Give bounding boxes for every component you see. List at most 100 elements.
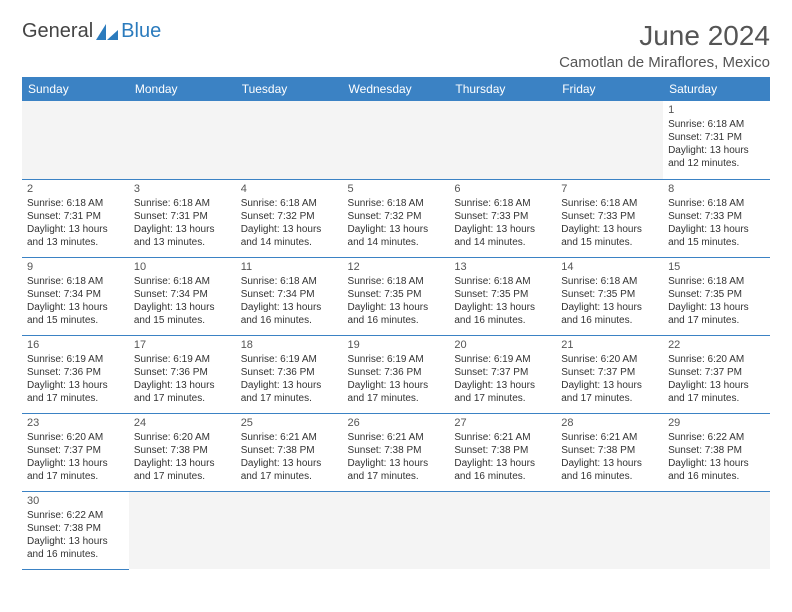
sunset-text: Sunset: 7:37 PM bbox=[27, 444, 124, 457]
calendar-cell: 6Sunrise: 6:18 AMSunset: 7:33 PMDaylight… bbox=[449, 179, 556, 257]
daylight-text: Daylight: 13 hours and 17 minutes. bbox=[27, 457, 124, 483]
day-number: 30 bbox=[27, 495, 124, 507]
calendar-cell: 29Sunrise: 6:22 AMSunset: 7:38 PMDayligh… bbox=[663, 413, 770, 491]
day-number: 3 bbox=[134, 183, 231, 195]
sunrise-text: Sunrise: 6:20 AM bbox=[561, 353, 658, 366]
daylight-text: Daylight: 13 hours and 13 minutes. bbox=[27, 223, 124, 249]
calendar-cell: 10Sunrise: 6:18 AMSunset: 7:34 PMDayligh… bbox=[129, 257, 236, 335]
calendar-cell: 26Sunrise: 6:21 AMSunset: 7:38 PMDayligh… bbox=[343, 413, 450, 491]
calendar-cell: 21Sunrise: 6:20 AMSunset: 7:37 PMDayligh… bbox=[556, 335, 663, 413]
sunset-text: Sunset: 7:38 PM bbox=[348, 444, 445, 457]
daylight-text: Daylight: 13 hours and 14 minutes. bbox=[241, 223, 338, 249]
day-number: 29 bbox=[668, 417, 765, 429]
sunset-text: Sunset: 7:38 PM bbox=[241, 444, 338, 457]
calendar-cell bbox=[129, 101, 236, 179]
sunset-text: Sunset: 7:37 PM bbox=[668, 366, 765, 379]
calendar-row: 9Sunrise: 6:18 AMSunset: 7:34 PMDaylight… bbox=[22, 257, 770, 335]
daylight-text: Daylight: 13 hours and 17 minutes. bbox=[348, 379, 445, 405]
calendar-cell bbox=[556, 491, 663, 569]
sunrise-text: Sunrise: 6:18 AM bbox=[454, 275, 551, 288]
day-number: 20 bbox=[454, 339, 551, 351]
day-number: 14 bbox=[561, 261, 658, 273]
calendar-table: Sunday Monday Tuesday Wednesday Thursday… bbox=[22, 77, 770, 570]
daylight-text: Daylight: 13 hours and 17 minutes. bbox=[134, 457, 231, 483]
daylight-text: Daylight: 13 hours and 15 minutes. bbox=[27, 301, 124, 327]
day-number: 2 bbox=[27, 183, 124, 195]
calendar-cell bbox=[449, 491, 556, 569]
calendar-cell bbox=[343, 101, 450, 179]
calendar-row: 30Sunrise: 6:22 AMSunset: 7:38 PMDayligh… bbox=[22, 491, 770, 569]
calendar-cell: 14 Sunrise: 6:18 AMSunset: 7:35 PMDayligh… bbox=[556, 257, 663, 335]
sunset-text: Sunset: 7:37 PM bbox=[561, 366, 658, 379]
sunrise-text: Sunrise: 6:19 AM bbox=[348, 353, 445, 366]
sunset-text: Sunset: 7:35 PM bbox=[348, 288, 445, 301]
sunset-text: Sunset: 7:35 PM bbox=[454, 288, 551, 301]
sunrise-text: Sunrise: 6:18 AM bbox=[241, 197, 338, 210]
sunset-text: Sunset: 7:38 PM bbox=[27, 522, 124, 535]
weekday-tuesday: Tuesday bbox=[236, 77, 343, 101]
calendar-cell: 13Sunrise: 6:18 AMSunset: 7:35 PMDayligh… bbox=[449, 257, 556, 335]
calendar-cell bbox=[663, 491, 770, 569]
sunrise-text: Sunrise: 6:18 AM bbox=[348, 275, 445, 288]
daylight-text: Daylight: 13 hours and 15 minutes. bbox=[668, 223, 765, 249]
sunset-text: Sunset: 7:36 PM bbox=[27, 366, 124, 379]
sunrise-text: Sunrise: 6:18 AM bbox=[348, 197, 445, 210]
month-title: June 2024 bbox=[559, 20, 770, 52]
page-header: General Blue June 2024 Camotlan de Miraf… bbox=[22, 20, 770, 71]
daylight-text: Daylight: 13 hours and 17 minutes. bbox=[27, 379, 124, 405]
sunrise-text: Sunrise: 6:21 AM bbox=[241, 431, 338, 444]
calendar-body: 1 Sunrise: 6:18 AM Sunset: 7:31 PM Daylight… bbox=[22, 101, 770, 569]
sunset-text: Sunset: 7:38 PM bbox=[134, 444, 231, 457]
calendar-cell: 5Sunrise: 6:18 AMSunset: 7:32 PMDaylight… bbox=[343, 179, 450, 257]
daylight-text: Daylight: 13 hours and 17 minutes. bbox=[241, 457, 338, 483]
sunrise-text: Sunrise: 6:21 AM bbox=[561, 431, 658, 444]
daylight-text: Daylight: 13 hours and 16 minutes. bbox=[561, 457, 658, 483]
daylight-text: Daylight: 13 hours and 15 minutes. bbox=[134, 301, 231, 327]
sunset-text: Sunset: 7:33 PM bbox=[454, 210, 551, 223]
sunrise-text: Sunrise: 6:18 AM bbox=[454, 197, 551, 210]
daylight-text: Daylight: 13 hours and 16 minutes. bbox=[348, 301, 445, 327]
sunset-text: Sunset: 7:38 PM bbox=[561, 444, 658, 457]
location: Camotlan de Miraflores, Mexico bbox=[559, 54, 770, 71]
day-number: 1 bbox=[668, 104, 765, 116]
sunrise-text: Sunrise: 6:20 AM bbox=[668, 353, 765, 366]
day-number: 9 bbox=[27, 261, 124, 273]
day-number: 17 bbox=[134, 339, 231, 351]
sunset-text: Sunset: 7:37 PM bbox=[454, 366, 551, 379]
sunrise-text: Sunrise: 6:21 AM bbox=[348, 431, 445, 444]
daylight-text: Daylight: 13 hours and 17 minutes. bbox=[241, 379, 338, 405]
sunrise-text: Sunrise: 6:18 AM bbox=[561, 197, 658, 210]
daylight-text: Daylight: 13 hours and 16 minutes. bbox=[454, 301, 551, 327]
weekday-thursday: Thursday bbox=[449, 77, 556, 101]
sunset-text: Sunset: 7:38 PM bbox=[454, 444, 551, 457]
sunset-text: Sunset: 7:31 PM bbox=[668, 131, 765, 144]
weekday-sunday: Sunday bbox=[22, 77, 129, 101]
sunrise-text: Sunrise: 6:18 AM bbox=[561, 275, 658, 288]
calendar-cell bbox=[449, 101, 556, 179]
header-right: June 2024 Camotlan de Miraflores, Mexico bbox=[559, 20, 770, 71]
day-number: 19 bbox=[348, 339, 445, 351]
calendar-cell: 4Sunrise: 6:18 AMSunset: 7:32 PMDaylight… bbox=[236, 179, 343, 257]
day-number: 24 bbox=[134, 417, 231, 429]
daylight-text: Daylight: 13 hours and 14 minutes. bbox=[348, 223, 445, 249]
calendar-cell: 30Sunrise: 6:22 AMSunset: 7:38 PMDayligh… bbox=[22, 491, 129, 569]
day-number: 27 bbox=[454, 417, 551, 429]
calendar-cell bbox=[556, 101, 663, 179]
day-number: 18 bbox=[241, 339, 338, 351]
day-number: 12 bbox=[348, 261, 445, 273]
calendar-cell bbox=[129, 491, 236, 569]
daylight-text: Daylight: 13 hours and 17 minutes. bbox=[561, 379, 658, 405]
sunset-text: Sunset: 7:34 PM bbox=[27, 288, 124, 301]
calendar-cell: 11Sunrise: 6:18 AMSunset: 7:34 PMDayligh… bbox=[236, 257, 343, 335]
sunrise-text: Sunrise: 6:18 AM bbox=[134, 275, 231, 288]
calendar-row: 23Sunrise: 6:20 AMSunset: 7:37 PMDayligh… bbox=[22, 413, 770, 491]
daylight-text: Daylight: 13 hours and 15 minutes. bbox=[561, 223, 658, 249]
calendar-cell bbox=[343, 491, 450, 569]
calendar-cell: 16Sunrise: 6:19 AMSunset: 7:36 PMDayligh… bbox=[22, 335, 129, 413]
sunrise-text: Sunrise: 6:18 AM bbox=[668, 275, 765, 288]
sunrise-text: Sunrise: 6:19 AM bbox=[134, 353, 231, 366]
calendar-page: General Blue June 2024 Camotlan de Miraf… bbox=[0, 0, 792, 580]
sunset-text: Sunset: 7:35 PM bbox=[561, 288, 658, 301]
daylight-text: Daylight: 13 hours and 16 minutes. bbox=[561, 301, 658, 327]
calendar-cell: 25Sunrise: 6:21 AMSunset: 7:38 PMDayligh… bbox=[236, 413, 343, 491]
